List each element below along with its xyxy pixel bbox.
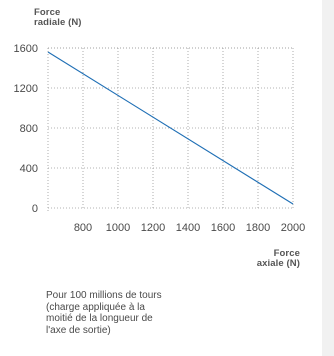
- x-tick-label: 1800: [246, 222, 270, 234]
- y-axis-title-line2: radiale (N): [34, 17, 82, 28]
- data-line: [47, 51, 294, 205]
- y-axis-title-line1: Force: [34, 7, 61, 18]
- y-axis-title: Force radiale (N): [34, 8, 82, 28]
- y-tick-label: 800: [20, 123, 38, 135]
- note-line-1: Pour 100 millions de tours: [46, 290, 162, 301]
- note-line-4: l'axe de sortie): [46, 324, 111, 336]
- x-tick-label: 1200: [141, 222, 165, 234]
- x-axis-title: Force axiale (N): [257, 249, 300, 269]
- y-tick-label: 400: [20, 163, 38, 175]
- x-tick-label: 1400: [176, 222, 200, 234]
- x-tick-label: 2000: [281, 222, 305, 234]
- x-tick-label: 1600: [211, 222, 235, 234]
- side-panel-strip: [322, 0, 334, 356]
- chart-note: Pour 100 millions de tours (charge appli…: [46, 290, 196, 336]
- x-axis-title-line2: axiale (N): [256, 258, 300, 269]
- x-tick-label: 1000: [106, 222, 130, 234]
- y-tick-label: 1600: [14, 43, 38, 55]
- x-axis-title-line1: Force: [273, 248, 300, 259]
- y-tick-label: 1200: [14, 83, 38, 95]
- note-line-3: moitié de la longueur de: [46, 313, 153, 324]
- y-tick-label: 0: [32, 203, 38, 215]
- note-line-2: (charge appliquée à la: [46, 301, 145, 313]
- x-tick-label: 800: [74, 222, 92, 234]
